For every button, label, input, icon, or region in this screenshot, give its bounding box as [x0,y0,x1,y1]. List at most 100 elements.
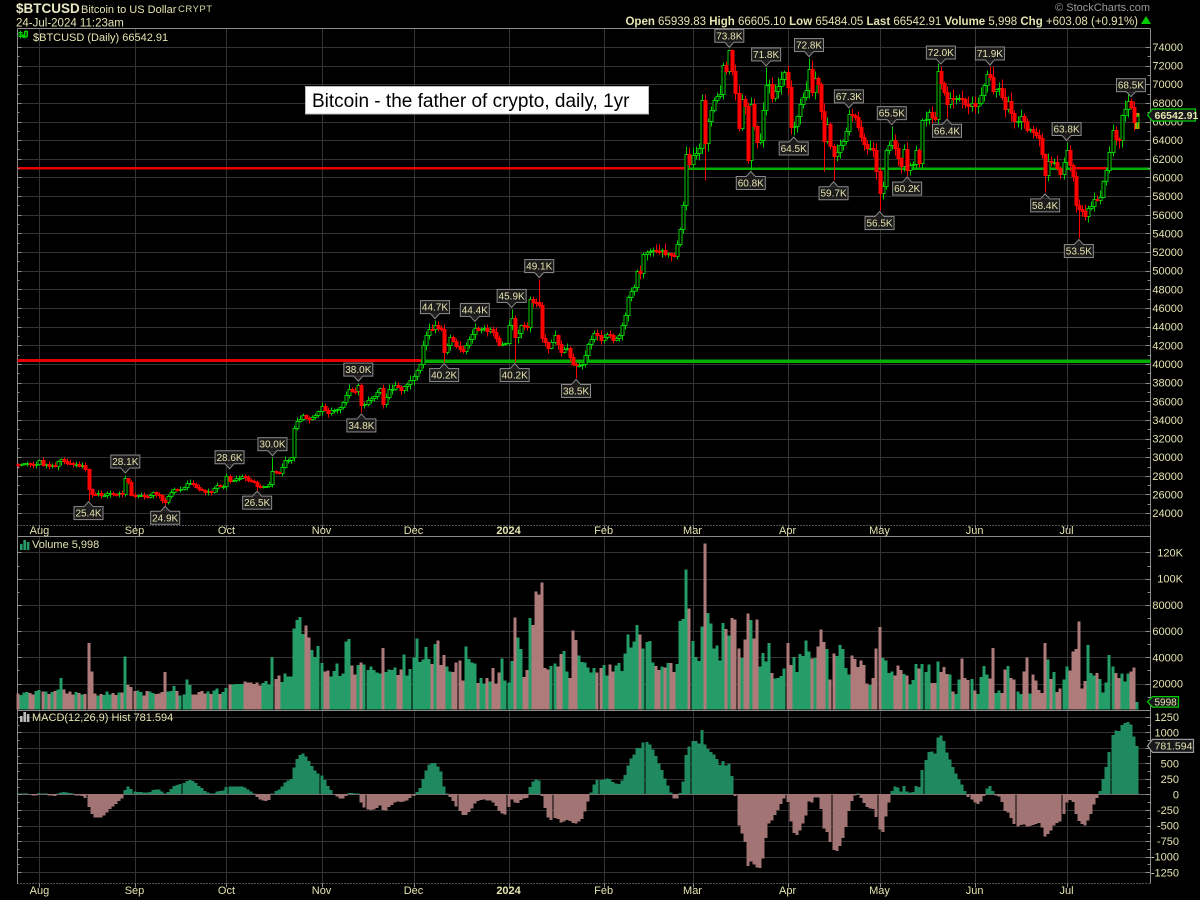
svg-text:Mar: Mar [683,525,702,537]
svg-text:24.9K: 24.9K [152,513,178,524]
svg-text:56000: 56000 [1152,210,1183,222]
svg-text:60.8K: 60.8K [738,178,764,189]
svg-text:49.1K: 49.1K [526,262,552,273]
svg-text:73.8K: 73.8K [716,31,742,42]
svg-text:40.2K: 40.2K [431,371,457,382]
svg-text:Oct: Oct [218,525,235,537]
svg-text:40000: 40000 [1152,652,1183,664]
svg-text:Jul: Jul [1060,885,1074,897]
svg-text:40000: 40000 [1152,359,1183,371]
svg-text:Oct: Oct [218,885,235,897]
svg-text:$BTCUSD (Daily) 66542.91: $BTCUSD (Daily) 66542.91 [33,32,168,44]
svg-text:CRYPT: CRYPT [178,4,213,15]
svg-text:Jun: Jun [966,525,984,537]
svg-text:30000: 30000 [1152,452,1183,464]
svg-text:71.9K: 71.9K [977,49,1003,60]
svg-text:Dec: Dec [404,525,424,537]
svg-text:28000: 28000 [1152,471,1183,483]
svg-text:62000: 62000 [1152,154,1183,166]
svg-text:58.4K: 58.4K [1032,201,1058,212]
svg-text:52000: 52000 [1152,247,1183,259]
svg-text:Open 65939.83 High 66605.10 Lo: Open 65939.83 High 66605.10 Low 65484.05… [625,16,1138,28]
svg-text:20000: 20000 [1152,679,1183,691]
svg-text:54000: 54000 [1152,228,1183,240]
svg-text:Sep: Sep [125,525,145,537]
svg-text:781.594: 781.594 [1155,741,1193,753]
svg-text:Volume 5,998: Volume 5,998 [32,539,99,551]
svg-text:72.0K: 72.0K [928,48,954,59]
svg-text:1250: 1250 [1155,712,1179,724]
svg-text:36000: 36000 [1152,396,1183,408]
svg-text:66542.91: 66542.91 [1155,110,1199,122]
svg-text:© StockCharts.com: © StockCharts.com [1055,2,1150,14]
svg-text:80000: 80000 [1152,600,1183,612]
svg-text:67.3K: 67.3K [836,92,862,103]
svg-text:60.2K: 60.2K [894,184,920,195]
svg-text:26000: 26000 [1152,490,1183,502]
svg-text:71.8K: 71.8K [753,50,779,61]
svg-text:-1000: -1000 [1151,852,1179,864]
svg-text:72000: 72000 [1152,61,1183,73]
svg-text:68.5K: 68.5K [1118,81,1144,92]
svg-text:250: 250 [1161,774,1179,786]
svg-text:24-Jul-2024 11:23am: 24-Jul-2024 11:23am [16,18,124,30]
svg-text:65.5K: 65.5K [879,109,905,120]
svg-text:24000: 24000 [1152,508,1183,520]
svg-text:42000: 42000 [1152,340,1183,352]
svg-text:Sep: Sep [125,885,145,897]
svg-text:38.5K: 38.5K [563,386,589,397]
svg-text:$BTCUSD: $BTCUSD [16,1,80,16]
svg-text:46000: 46000 [1152,303,1183,315]
svg-text:72.8K: 72.8K [796,41,822,52]
svg-text:26.5K: 26.5K [244,498,270,509]
svg-text:500: 500 [1161,758,1179,770]
svg-text:68000: 68000 [1152,98,1183,110]
svg-text:Bitcoin - the father of crypto: Bitcoin - the father of crypto, daily, 1… [312,91,630,112]
svg-text:Aug: Aug [30,525,50,537]
svg-text:38.0K: 38.0K [345,365,371,376]
svg-text:64.5K: 64.5K [781,144,807,155]
svg-text:2024: 2024 [496,525,521,537]
svg-text:MACD(12,26,9) Hist 781.594: MACD(12,26,9) Hist 781.594 [32,712,173,724]
svg-text:66.4K: 66.4K [934,126,960,137]
svg-text:44.4K: 44.4K [462,305,488,316]
svg-text:2024: 2024 [496,885,521,897]
svg-text:Apr: Apr [779,525,796,537]
svg-text:Bitcoin to US Dollar: Bitcoin to US Dollar [81,4,177,16]
svg-text:-250: -250 [1157,805,1179,817]
svg-text:32000: 32000 [1152,434,1183,446]
svg-text:48000: 48000 [1152,284,1183,296]
svg-text:34.8K: 34.8K [348,421,374,432]
svg-text:40.2K: 40.2K [502,371,528,382]
svg-text:120K: 120K [1157,548,1183,560]
svg-text:May: May [869,525,890,537]
svg-text:70000: 70000 [1152,79,1183,91]
svg-text:59.7K: 59.7K [820,189,846,200]
svg-text:Aug: Aug [30,885,50,897]
svg-text:Jul: Jul [1060,525,1074,537]
svg-text:100K: 100K [1157,574,1183,586]
svg-text:Feb: Feb [594,525,613,537]
svg-text:74000: 74000 [1152,42,1183,54]
svg-text:Nov: Nov [312,525,332,537]
svg-text:63.8K: 63.8K [1053,125,1079,136]
svg-text:5998: 5998 [1155,697,1178,708]
svg-text:Nov: Nov [312,885,332,897]
svg-text:38000: 38000 [1152,378,1183,390]
svg-text:44000: 44000 [1152,322,1183,334]
svg-text:28.1K: 28.1K [112,457,138,468]
svg-text:May: May [869,885,890,897]
svg-text:56.5K: 56.5K [866,219,892,230]
svg-text:-750: -750 [1157,836,1179,848]
svg-text:58000: 58000 [1152,191,1183,203]
svg-text:1000: 1000 [1155,727,1179,739]
svg-text:Apr: Apr [779,885,796,897]
svg-text:Feb: Feb [594,885,613,897]
svg-text:-1250: -1250 [1151,867,1179,879]
svg-text:45.9K: 45.9K [499,291,525,302]
svg-text:60000: 60000 [1152,172,1183,184]
svg-text:50000: 50000 [1152,266,1183,278]
svg-text:Jun: Jun [966,885,984,897]
svg-text:Mar: Mar [683,885,702,897]
svg-text:53.5K: 53.5K [1066,247,1092,258]
